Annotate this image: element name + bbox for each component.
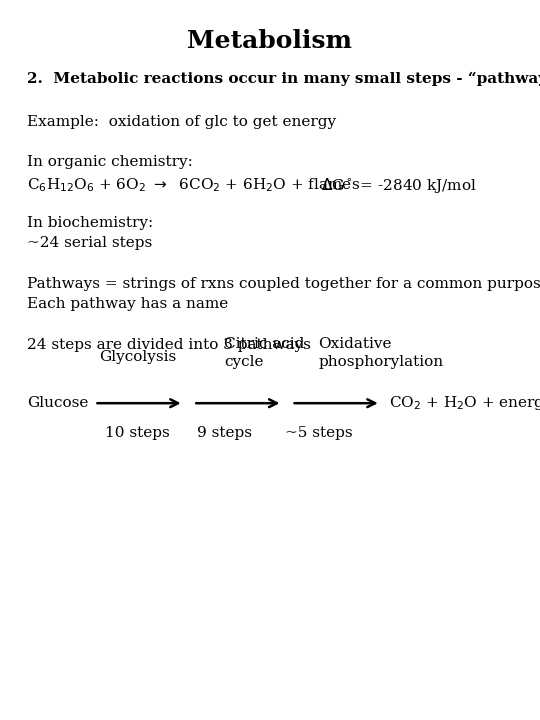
- Text: In biochemistry:: In biochemistry:: [27, 216, 153, 230]
- Text: cycle: cycle: [224, 355, 264, 369]
- Text: ~5 steps: ~5 steps: [285, 426, 353, 440]
- Text: Metabolism: Metabolism: [187, 29, 353, 53]
- Text: 9 steps: 9 steps: [197, 426, 252, 440]
- Text: In organic chemistry:: In organic chemistry:: [27, 155, 193, 168]
- Text: Pathways = strings of rxns coupled together for a common purpose: Pathways = strings of rxns coupled toget…: [27, 277, 540, 291]
- Text: $\Delta$G$^\circ$ = -2840 kJ/mol: $\Delta$G$^\circ$ = -2840 kJ/mol: [321, 176, 477, 195]
- Text: Each pathway has a name: Each pathway has a name: [27, 297, 228, 311]
- Text: ~24 serial steps: ~24 serial steps: [27, 236, 152, 250]
- Text: 24 steps are divided into 3 pathways: 24 steps are divided into 3 pathways: [27, 338, 311, 352]
- Text: Oxidative: Oxidative: [319, 338, 392, 351]
- Text: 10 steps: 10 steps: [105, 426, 170, 440]
- Text: Glucose: Glucose: [27, 396, 89, 410]
- Text: C$_6$H$_{12}$O$_6$ + 6O$_2$ $\rightarrow$  6CO$_2$ + 6H$_2$O + flames: C$_6$H$_{12}$O$_6$ + 6O$_2$ $\rightarrow…: [27, 176, 360, 194]
- Text: Citric acid: Citric acid: [224, 338, 305, 351]
- Text: Example:  oxidation of glc to get energy: Example: oxidation of glc to get energy: [27, 115, 336, 129]
- Text: Glycolysis: Glycolysis: [99, 350, 177, 364]
- Text: 2.  Metabolic reactions occur in many small steps - “pathways”: 2. Metabolic reactions occur in many sma…: [27, 72, 540, 86]
- Text: CO$_2$ + H$_2$O + energy: CO$_2$ + H$_2$O + energy: [389, 395, 540, 412]
- Text: phosphorylation: phosphorylation: [319, 355, 444, 369]
